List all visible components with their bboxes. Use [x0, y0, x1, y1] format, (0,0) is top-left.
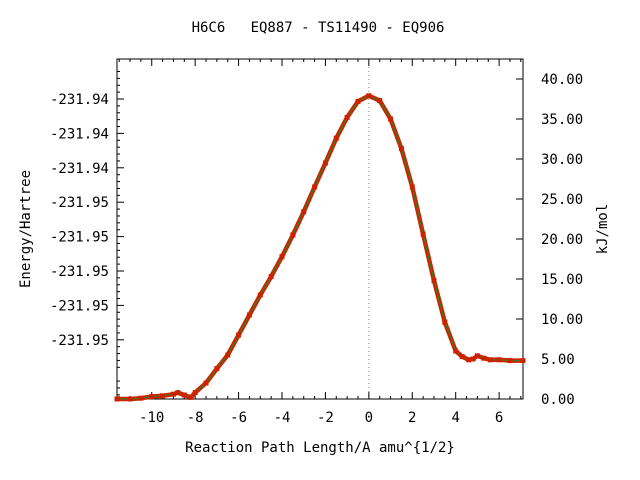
- y2-tick-label: 10.00: [541, 312, 583, 328]
- data-point: [322, 160, 328, 166]
- data-point: [355, 98, 361, 104]
- data-point: [496, 357, 502, 363]
- data-point: [225, 352, 231, 358]
- x-tick-label: -6: [230, 410, 247, 426]
- series-band: [117, 93, 523, 402]
- y-tick-label: -231.95: [50, 195, 109, 211]
- data-point: [507, 358, 513, 364]
- data-point: [333, 135, 339, 141]
- x-tick-label: 2: [408, 410, 416, 426]
- y2-axis-ticks: 0.00 5.00 10.00 15.00 20.00 25.00 30.00 35.00 40…: [516, 72, 583, 408]
- y2-tick-label: 40.00: [541, 72, 583, 88]
- data-point: [160, 393, 166, 399]
- data-point: [301, 209, 307, 215]
- data-point: [520, 358, 526, 364]
- chart-title: H6C6 EQ887 - TS11490 - EQ906: [192, 20, 445, 36]
- y-tick-label: -231.95: [50, 264, 109, 280]
- x-tick-label: -4: [274, 410, 291, 426]
- y2-tick-label: 20.00: [541, 232, 583, 248]
- data-point: [175, 390, 181, 396]
- y2-axis-label: kJ/mol: [595, 204, 611, 255]
- data-point: [487, 357, 493, 363]
- y2-tick-label: 5.00: [541, 352, 575, 368]
- series-line: [117, 95, 523, 400]
- data-point: [188, 394, 194, 400]
- x-tick-label: 4: [451, 410, 459, 426]
- data-point: [192, 390, 198, 396]
- data-point: [279, 254, 285, 260]
- data-point: [453, 348, 459, 354]
- data-point: [257, 292, 263, 298]
- data-point: [377, 98, 383, 104]
- data-point: [442, 319, 448, 325]
- y-tick-label: -231.95: [50, 230, 109, 246]
- data-point: [459, 354, 465, 360]
- data-point: [138, 395, 144, 401]
- data-point: [466, 357, 472, 363]
- data-point: [366, 93, 372, 99]
- y2-tick-label: 30.00: [541, 152, 583, 168]
- x-tick-label: -8: [187, 410, 204, 426]
- data-point: [181, 392, 187, 398]
- data-point: [388, 116, 394, 122]
- data-point: [344, 114, 350, 120]
- x-tick-label: 6: [495, 410, 503, 426]
- data-point: [268, 274, 274, 280]
- x-axis-label: Reaction Path Length/A amu^{1/2}: [185, 440, 455, 456]
- y-tick-label: -231.94: [50, 92, 109, 108]
- x-axis-ticks: -10 -8 -6 -4 -2 0 2 4 6: [118, 59, 522, 426]
- data-point: [246, 312, 252, 318]
- data-point: [114, 396, 120, 402]
- data-point: [481, 355, 487, 361]
- y2-tick-label: 15.00: [541, 272, 583, 288]
- x-tick-label: -2: [317, 410, 334, 426]
- data-point: [431, 278, 437, 284]
- data-point: [409, 184, 415, 190]
- data-point: [290, 232, 296, 238]
- data-point: [127, 396, 133, 402]
- plot-frame: [116, 58, 524, 400]
- y-tick-label: -231.94: [50, 161, 109, 177]
- y-tick-label: -231.95: [50, 333, 109, 349]
- x-tick-label: 0: [365, 410, 373, 426]
- data-point: [398, 146, 404, 152]
- y-axis-ticks: -231.94 -231.94 -231.94 -231.95 -231.95 -231.…: [50, 70, 124, 396]
- y-tick-label: -231.95: [50, 298, 109, 314]
- y-tick-label: -231.94: [50, 126, 109, 142]
- data-point: [312, 184, 318, 190]
- y2-tick-label: 35.00: [541, 112, 583, 128]
- data-point: [236, 332, 242, 338]
- y-axis-label: Energy/Hartree: [18, 170, 34, 288]
- x-tick-label: -10: [139, 410, 164, 426]
- y2-tick-label: 25.00: [541, 192, 583, 208]
- y2-tick-label: 0.00: [541, 392, 575, 408]
- data-point: [203, 380, 209, 386]
- data-point: [149, 394, 155, 400]
- series-layer: [114, 93, 526, 402]
- data-point: [474, 353, 480, 359]
- data-point: [170, 391, 176, 397]
- data-point: [214, 366, 220, 372]
- data-point: [420, 231, 426, 237]
- data-point: [470, 356, 476, 362]
